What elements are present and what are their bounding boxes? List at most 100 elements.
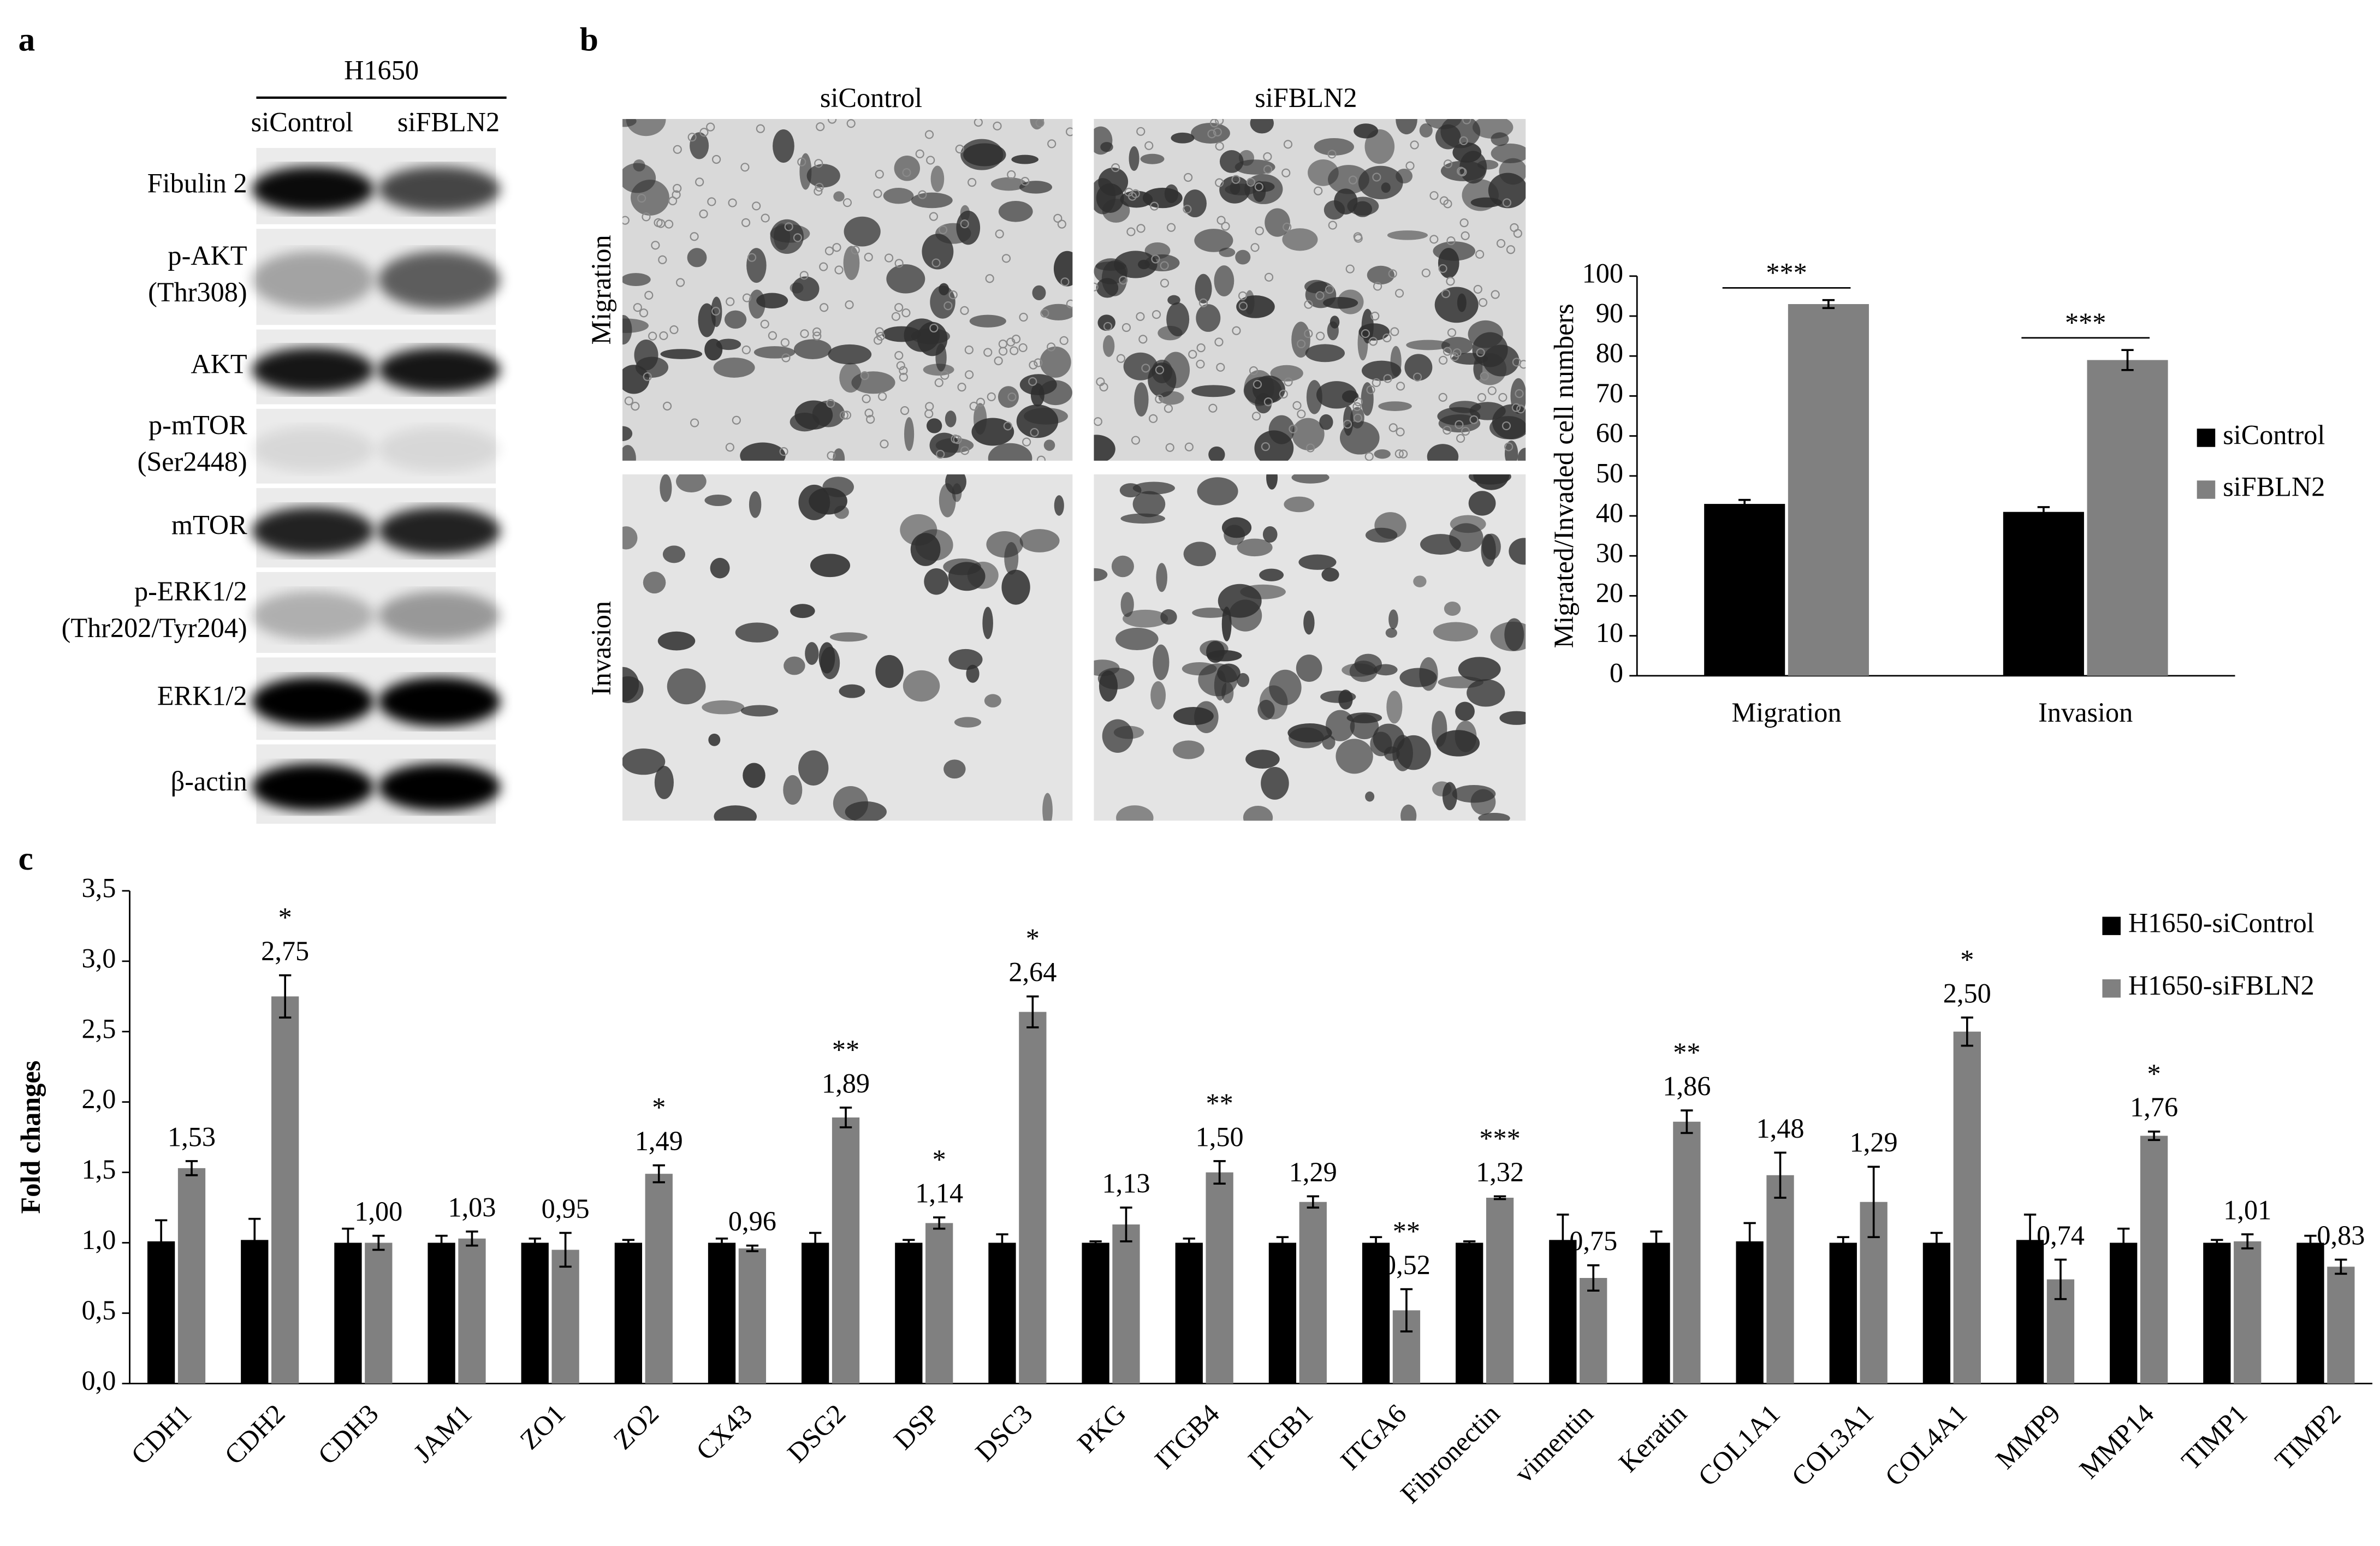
error-bar xyxy=(1837,1236,1849,1250)
bar xyxy=(1299,1202,1327,1384)
pore xyxy=(1138,335,1148,344)
pore xyxy=(752,201,761,211)
pore xyxy=(1184,442,1194,451)
error-bar xyxy=(2121,349,2134,371)
column-label: siFBLN2 xyxy=(1255,82,1357,113)
cell xyxy=(660,349,703,359)
pore xyxy=(1116,354,1126,363)
cell xyxy=(948,562,986,591)
cell xyxy=(1455,721,1477,752)
pore xyxy=(929,212,939,221)
pore xyxy=(1370,311,1380,321)
pore xyxy=(976,397,986,407)
pore xyxy=(711,306,721,316)
pore xyxy=(1353,413,1363,423)
pore xyxy=(1446,236,1456,246)
value-label: 1,86 xyxy=(1663,1071,1711,1102)
pore xyxy=(779,447,788,456)
pore xyxy=(1099,382,1108,392)
bar xyxy=(428,1242,455,1384)
cell xyxy=(1255,393,1272,414)
bar xyxy=(1704,504,1785,676)
cell xyxy=(1388,609,1398,629)
pore xyxy=(784,222,793,231)
cell xyxy=(622,748,666,775)
y-axis-label: Fold changes xyxy=(15,1061,46,1214)
blot-band xyxy=(252,591,374,640)
cell xyxy=(1292,418,1325,450)
bar xyxy=(2087,360,2168,676)
pore xyxy=(643,372,652,382)
pore xyxy=(1255,226,1264,235)
y-tick-label: 3,5 xyxy=(82,872,116,903)
blot-band xyxy=(252,251,374,309)
lane-label: siFBLN2 xyxy=(397,107,500,138)
error-bar xyxy=(1738,498,1751,509)
pore xyxy=(1447,328,1457,337)
pore xyxy=(1382,333,1392,343)
cell xyxy=(1218,584,1262,618)
pore xyxy=(631,402,640,411)
pore xyxy=(648,331,657,341)
cell xyxy=(798,750,829,786)
cell xyxy=(1244,174,1283,204)
x-tick-label: CDH2 xyxy=(218,1398,290,1470)
pore xyxy=(866,415,875,424)
pore xyxy=(846,119,856,128)
pore xyxy=(1383,374,1392,383)
cell xyxy=(1156,563,1167,592)
bar xyxy=(832,1117,860,1384)
pore xyxy=(894,351,904,360)
pore xyxy=(1141,364,1150,373)
cell xyxy=(1150,681,1166,710)
cell xyxy=(844,216,881,247)
cell xyxy=(1214,265,1234,296)
error-bar xyxy=(1493,1195,1506,1200)
pore xyxy=(742,293,752,302)
pore xyxy=(1443,425,1452,435)
cell xyxy=(735,622,779,643)
value-label: 1,89 xyxy=(822,1068,870,1098)
y-tick-label: 100 xyxy=(1582,258,1623,288)
pore xyxy=(741,345,751,355)
cell xyxy=(773,129,794,163)
pore xyxy=(1254,182,1263,192)
pore xyxy=(965,370,974,379)
cell xyxy=(956,210,981,245)
cell xyxy=(1434,287,1479,323)
pore xyxy=(1047,139,1057,148)
cell xyxy=(1191,122,1230,144)
pore xyxy=(1491,290,1500,299)
y-tick-label: 1,5 xyxy=(82,1154,116,1185)
pore xyxy=(711,154,721,164)
pore xyxy=(1438,264,1447,273)
pore xyxy=(1066,299,1073,308)
pore xyxy=(957,383,966,392)
pore xyxy=(1304,329,1313,338)
cell xyxy=(622,445,636,461)
pore xyxy=(760,319,769,329)
cell xyxy=(1183,542,1216,567)
error-bar xyxy=(529,1237,541,1248)
pore xyxy=(1456,167,1466,176)
pore xyxy=(814,159,823,168)
pore xyxy=(726,297,735,306)
x-tick-label: ZO1 xyxy=(514,1398,571,1455)
pore xyxy=(1208,403,1218,413)
cell xyxy=(724,310,747,329)
pore xyxy=(1284,377,1293,386)
band-label: p-AKT xyxy=(168,240,247,271)
cell xyxy=(704,338,723,361)
bar xyxy=(2327,1266,2355,1384)
pore xyxy=(741,218,751,227)
pore xyxy=(1283,140,1293,149)
pore xyxy=(1164,404,1173,413)
micrograph-texture xyxy=(1094,474,1526,821)
pore xyxy=(1249,366,1259,376)
pore xyxy=(1166,223,1176,232)
cell xyxy=(984,694,1001,707)
error-bar xyxy=(2054,1258,2067,1300)
error-bar xyxy=(1650,1230,1663,1255)
pore xyxy=(690,418,699,427)
pore xyxy=(1394,289,1404,298)
